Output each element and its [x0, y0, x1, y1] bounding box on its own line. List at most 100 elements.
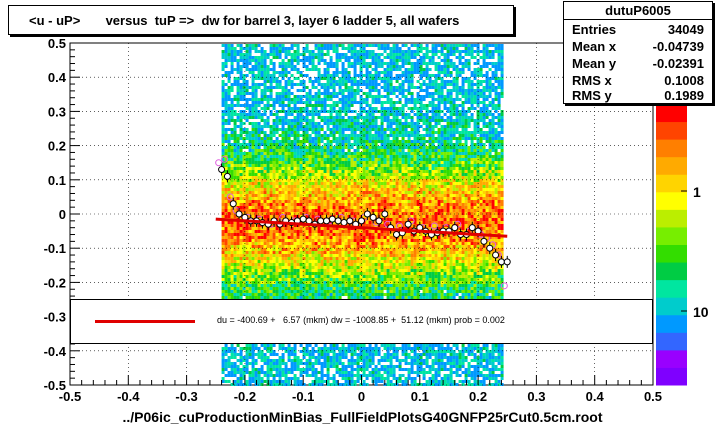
heatmap-cell	[275, 290, 279, 293]
heatmap-cell	[305, 185, 309, 188]
heatmap-cell	[353, 251, 357, 254]
heatmap-cell	[314, 203, 318, 206]
heatmap-cell	[299, 236, 303, 239]
heatmap-cell	[311, 353, 315, 356]
heatmap-cell	[320, 263, 324, 266]
heatmap-cell	[368, 89, 372, 92]
heatmap-cell	[359, 173, 363, 176]
heatmap-cell	[290, 347, 294, 350]
heatmap-cell	[317, 128, 321, 131]
heatmap-cell	[302, 50, 306, 53]
heatmap-cell	[314, 146, 318, 149]
heatmap-cell	[239, 377, 243, 380]
heatmap-cell	[233, 293, 237, 296]
heatmap-cell	[362, 356, 366, 359]
heatmap-cell	[365, 98, 369, 101]
heatmap-cell	[266, 95, 270, 98]
heatmap-cell	[344, 170, 348, 173]
heatmap-cell	[224, 254, 228, 257]
heatmap-cell	[245, 263, 249, 266]
heatmap-cell	[335, 278, 339, 281]
heatmap-cell	[350, 350, 354, 353]
heatmap-cell	[257, 377, 261, 380]
heatmap-cell	[332, 134, 336, 137]
heatmap-cell	[272, 185, 276, 188]
heatmap-cell	[260, 149, 264, 152]
heatmap-cell	[287, 239, 291, 242]
heatmap-cell	[251, 164, 255, 167]
heatmap-cell	[350, 257, 354, 260]
heatmap-cell	[233, 152, 237, 155]
heatmap-cell	[239, 227, 243, 230]
heatmap-cell	[368, 206, 372, 209]
heatmap-cell	[347, 56, 351, 59]
heatmap-cell	[245, 47, 249, 50]
heatmap-cell	[260, 269, 264, 272]
heatmap-cell	[254, 296, 258, 299]
heatmap-cell	[278, 44, 282, 47]
heatmap-cell	[290, 242, 294, 245]
heatmap-cell	[368, 200, 372, 203]
heatmap-cell	[341, 212, 345, 215]
heatmap-cell	[302, 203, 306, 206]
heatmap-cell	[299, 248, 303, 251]
heatmap-cell	[335, 197, 339, 200]
heatmap-cell	[296, 290, 300, 293]
heatmap-cell	[233, 143, 237, 146]
heatmap-cell	[305, 113, 309, 116]
heatmap-cell	[359, 368, 363, 371]
heatmap-cell	[290, 254, 294, 257]
heatmap-cell	[272, 47, 276, 50]
heatmap-cell	[344, 68, 348, 71]
heatmap-cell	[293, 83, 297, 86]
heatmap-cell	[248, 44, 252, 47]
heatmap-cell	[224, 134, 228, 137]
heatmap-cell	[302, 83, 306, 86]
heatmap-cell	[329, 350, 333, 353]
heatmap-cell	[338, 161, 342, 164]
heatmap-cell	[296, 164, 300, 167]
heatmap-cell	[338, 173, 342, 176]
heatmap-cell	[251, 257, 255, 260]
heatmap-cell	[242, 281, 246, 284]
heatmap-cell	[251, 128, 255, 131]
heatmap-cell	[254, 65, 258, 68]
heatmap-cell	[338, 119, 342, 122]
heatmap-cell	[365, 287, 369, 290]
heatmap-cell	[224, 62, 228, 65]
heatmap-cell	[296, 128, 300, 131]
heatmap-cell	[263, 173, 267, 176]
heatmap-cell	[263, 290, 267, 293]
heatmap-cell	[332, 74, 336, 77]
heatmap-cell	[254, 128, 258, 131]
heatmap-cell	[248, 371, 252, 374]
heatmap-cell	[254, 50, 258, 53]
heatmap-cell	[362, 290, 366, 293]
heatmap-cell	[254, 248, 258, 251]
heatmap-cell	[221, 191, 225, 194]
heatmap-cell	[308, 245, 312, 248]
heatmap-cell	[272, 242, 276, 245]
heatmap-cell	[332, 344, 336, 347]
heatmap-cell	[221, 56, 225, 59]
heatmap-cell	[305, 86, 309, 89]
heatmap-cell	[233, 248, 237, 251]
heatmap-cell	[335, 269, 339, 272]
heatmap-cell	[323, 197, 327, 200]
heatmap-cell	[272, 245, 276, 248]
heatmap-cell	[281, 131, 285, 134]
heatmap-cell	[254, 275, 258, 278]
heatmap-cell	[314, 77, 318, 80]
heatmap-cell	[230, 371, 234, 374]
heatmap-cell	[302, 290, 306, 293]
heatmap-cell	[296, 356, 300, 359]
heatmap-cell	[269, 281, 273, 284]
heatmap-cell	[365, 134, 369, 137]
heatmap-cell	[368, 119, 372, 122]
heatmap-cell	[236, 80, 240, 83]
heatmap-cell	[233, 347, 237, 350]
heatmap-cell	[236, 257, 240, 260]
heatmap-cell	[362, 146, 366, 149]
heatmap-cell	[230, 191, 234, 194]
heatmap-cell	[248, 137, 252, 140]
